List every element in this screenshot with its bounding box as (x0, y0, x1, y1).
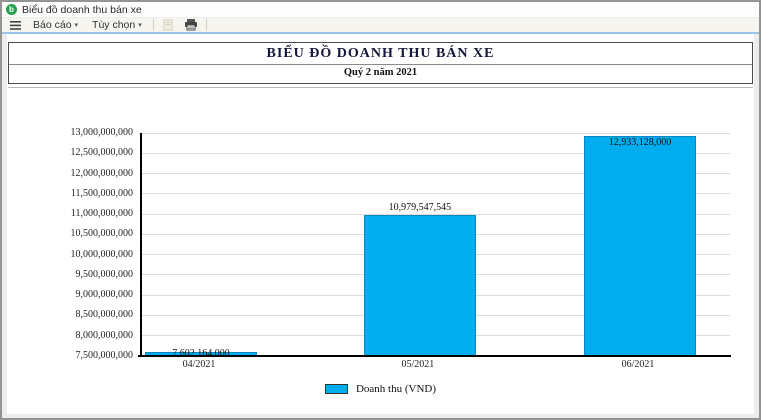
y-gridline (142, 213, 730, 215)
chart-title: BIỂU ĐỒ DOANH THU BÁN XE (266, 46, 495, 61)
y-axis-tick-label: 12,500,000,000 (70, 147, 134, 159)
chart-legend: Doanh thu (VND) (7, 383, 754, 395)
chevron-down-icon: ▾ (74, 22, 79, 29)
toolbar-separator (152, 19, 154, 31)
app-icon: b (6, 4, 17, 15)
options-menu-button[interactable]: Tùy chọn ▾ (87, 17, 147, 33)
report-menu-button[interactable]: Báo cáo ▾ (28, 17, 83, 33)
x-axis-line (138, 355, 731, 357)
export-icon (160, 18, 178, 32)
y-gridline (142, 132, 730, 134)
bar-05/2021[interactable] (363, 214, 476, 356)
report-canvas: BIỂU ĐỒ DOANH THU BÁN XE Quý 2 năm 2021 … (7, 34, 754, 414)
titlebar: b Biểu đồ doanh thu bán xe (2, 2, 759, 18)
window-title: Biểu đồ doanh thu bán xe (22, 3, 142, 16)
y-axis-tick-label: 12,000,000,000 (70, 167, 134, 179)
bar-06/2021[interactable] (583, 135, 696, 356)
report-header: BIỂU ĐỒ DOANH THU BÁN XE Quý 2 năm 2021 (8, 42, 753, 84)
hamburger-menu-icon[interactable] (6, 18, 24, 32)
legend-label: Doanh thu (VND) (355, 383, 437, 395)
header-divider (9, 64, 752, 65)
x-axis-tick-label: 06/2021 (621, 359, 655, 370)
bar-chart: 7,602,164,000 10,979,547,545 12,933,128,00… (7, 93, 754, 381)
bar-value-label: 7,602,164,000 (172, 348, 230, 359)
plot-area: 7,602,164,000 10,979,547,545 12,933,128,00… (138, 132, 731, 359)
x-axis-tick-label: 05/2021 (401, 359, 435, 370)
y-axis-tick-label: 10,500,000,000 (70, 228, 134, 240)
print-icon[interactable] (182, 18, 200, 32)
options-menu-label: Tùy chọn (92, 19, 136, 31)
y-gridline (142, 173, 730, 175)
y-gridline (142, 193, 730, 195)
x-axis-tick-label: 04/2021 (182, 359, 216, 370)
y-axis-tick-label: 11,000,000,000 (70, 208, 133, 220)
report-menu-label: Báo cáo (33, 19, 72, 31)
y-axis-tick-label: 9,000,000,000 (75, 289, 134, 301)
legend-swatch (324, 384, 348, 394)
y-axis-tick-label: 7,500,000,000 (75, 350, 134, 361)
bar-value-label: 10,979,547,545 (388, 201, 452, 213)
y-axis-tick-label: 8,500,000,000 (75, 309, 134, 321)
header-rule (8, 87, 753, 88)
y-axis-tick-label: 10,000,000,000 (70, 248, 134, 260)
y-axis-tick-label: 13,000,000,000 (70, 127, 134, 138)
y-axis-tick-label: 9,500,000,000 (75, 268, 134, 280)
bar-value-label: 12,933,128,000 (608, 136, 672, 148)
chart-subtitle: Quý 2 năm 2021 (343, 67, 418, 78)
y-gridline (142, 152, 730, 154)
toolbar-separator (205, 19, 207, 31)
chevron-down-icon: ▾ (138, 22, 142, 29)
toolbar: Báo cáo ▾ Tùy chọn ▾ (2, 18, 759, 34)
y-axis-tick-label: 11,500,000,000 (70, 187, 133, 199)
y-axis-tick-label: 8,000,000,000 (75, 329, 134, 341)
